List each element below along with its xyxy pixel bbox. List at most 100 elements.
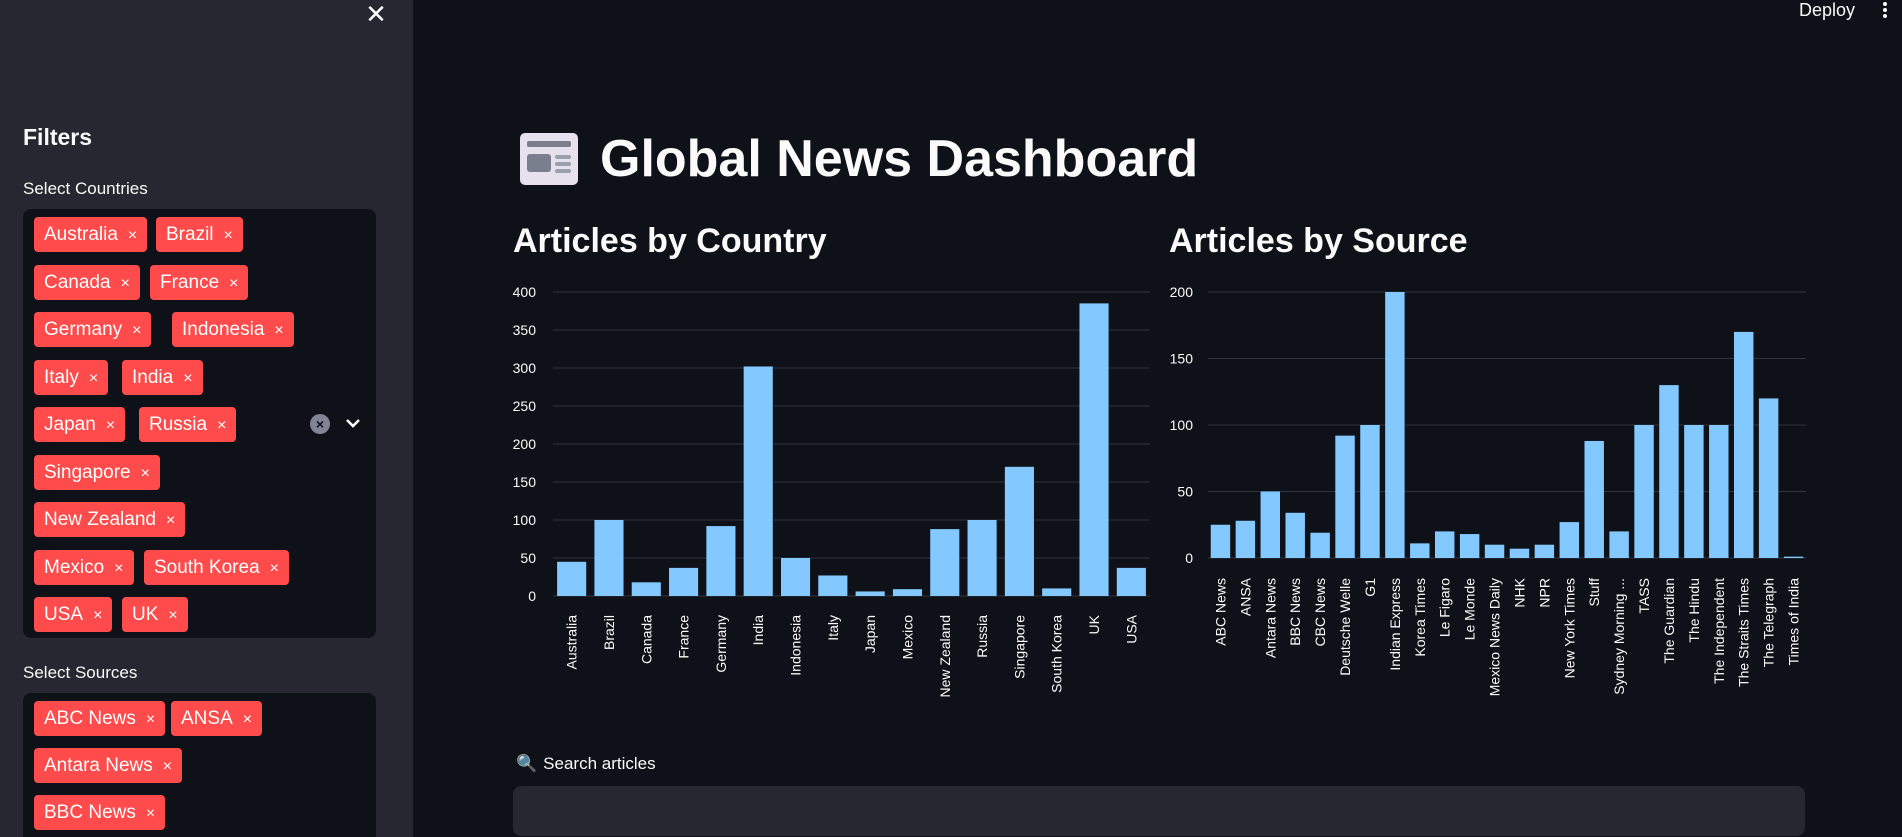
x-tick-label: Mexico News Daily <box>1487 578 1503 696</box>
bar <box>1042 588 1072 596</box>
remove-tag-icon[interactable]: × <box>93 607 103 624</box>
remove-tag-icon[interactable]: × <box>274 322 284 339</box>
tag-label: Germany <box>44 319 123 340</box>
bar <box>1609 531 1629 558</box>
selected-tag: Canada × <box>34 265 140 300</box>
x-tick-label: ABC News <box>1212 578 1228 646</box>
remove-tag-icon[interactable]: × <box>183 370 193 387</box>
newspaper-icon <box>520 133 578 185</box>
x-tick-label: Singapore <box>1011 615 1027 679</box>
x-tick-label: Canada <box>638 615 654 664</box>
remove-tag-icon[interactable]: × <box>165 512 176 529</box>
x-tick-label: New York Times <box>1561 578 1577 678</box>
remove-tag-icon[interactable]: × <box>88 370 99 387</box>
bar <box>1434 531 1455 558</box>
y-tick-label: 400 <box>513 284 537 300</box>
bar <box>1410 543 1430 558</box>
remove-tag-icon[interactable]: × <box>145 805 156 822</box>
remove-tag-icon[interactable]: × <box>162 758 173 775</box>
x-tick-label: The Independent <box>1711 578 1727 684</box>
tag-label: India <box>132 367 174 388</box>
x-tick-label: The Straits Times <box>1736 578 1752 687</box>
bar <box>1509 548 1530 558</box>
y-tick-label: 350 <box>513 322 537 338</box>
y-tick-label: 50 <box>1177 484 1193 500</box>
selected-tag: Indonesia × <box>172 312 294 347</box>
remove-tag-icon[interactable]: × <box>223 227 233 244</box>
x-tick-label: New Zealand <box>937 615 953 698</box>
sidebar-title: Filters <box>23 124 93 150</box>
tag-label: Australia <box>44 224 118 245</box>
selected-tag: ANSA × <box>171 701 263 736</box>
bar <box>780 558 811 596</box>
bar <box>855 591 885 596</box>
selected-tag: Antara News × <box>34 748 183 783</box>
selected-tag: Germany × <box>34 312 152 347</box>
selected-tag: ABC News × <box>34 701 166 736</box>
remove-tag-icon[interactable]: × <box>217 417 227 434</box>
remove-tag-icon[interactable]: × <box>168 607 178 624</box>
x-tick-label: Le Figaro <box>1437 578 1453 637</box>
selected-tag: Japan × <box>34 407 126 442</box>
bar <box>594 520 624 596</box>
tag-label: Canada <box>44 272 111 293</box>
x-tick-label: TASS <box>1636 578 1652 614</box>
selected-tag: India × <box>122 360 203 395</box>
x-tick-label: USA <box>1123 614 1139 643</box>
bar <box>1260 491 1281 558</box>
x-tick-label: Korea Times <box>1412 578 1428 657</box>
countries-multiselect[interactable]: × Australia × Brazil × Canada × France × Germany… <box>23 209 376 638</box>
y-tick-label: 150 <box>1170 351 1194 367</box>
remove-tag-icon[interactable]: × <box>105 417 116 434</box>
selected-tag: USA × <box>34 597 113 632</box>
chevron-down-icon[interactable] <box>341 411 365 435</box>
close-sidebar-icon[interactable]: ✕ <box>365 0 387 29</box>
bar <box>1079 303 1109 596</box>
tag-label: France <box>160 272 220 293</box>
remove-tag-icon[interactable]: × <box>132 322 142 339</box>
x-tick-label: Le Monde <box>1462 578 1478 640</box>
x-tick-label: Sydney Morning ... <box>1611 578 1627 695</box>
remove-tag-icon[interactable]: × <box>127 227 138 244</box>
page-title-text: Global News Dashboard <box>600 130 1199 188</box>
bar <box>669 567 699 596</box>
x-tick-label: South Korea <box>1049 615 1065 693</box>
bar <box>1783 556 1804 558</box>
x-tick-label: Mexico <box>899 615 915 660</box>
selected-tag: Brazil × <box>156 217 243 252</box>
y-tick-label: 250 <box>513 398 537 414</box>
main-menu-icon[interactable] <box>1880 0 1890 20</box>
remove-tag-icon[interactable]: × <box>242 711 253 728</box>
x-tick-label: Germany <box>713 615 729 673</box>
remove-tag-icon[interactable]: × <box>145 711 156 728</box>
tag-label: Antara News <box>44 755 153 776</box>
y-tick-label: 100 <box>1170 417 1194 433</box>
tag-label: Mexico <box>44 557 105 578</box>
y-tick-label: 0 <box>528 588 536 604</box>
clear-all-icon[interactable]: × <box>310 414 330 434</box>
deploy-button[interactable]: Deploy <box>1799 0 1856 20</box>
remove-tag-icon[interactable]: × <box>114 560 124 577</box>
selected-tag: South Korea × <box>144 550 289 585</box>
tag-label: UK <box>132 604 159 625</box>
x-tick-label: BBC News <box>1287 578 1303 646</box>
search-input[interactable] <box>513 786 1805 836</box>
tag-label: ABC News <box>44 708 136 729</box>
source-chart-title: Articles by Source <box>1169 222 1468 260</box>
x-tick-label: UK <box>1086 614 1102 634</box>
remove-tag-icon[interactable]: × <box>269 560 279 577</box>
x-tick-label: India <box>750 615 766 646</box>
remove-tag-icon[interactable]: × <box>140 465 150 482</box>
x-tick-label: Antara News <box>1262 578 1278 658</box>
bar <box>1004 466 1034 596</box>
bar <box>557 561 587 596</box>
bar <box>1116 567 1146 596</box>
bar <box>631 582 661 596</box>
x-tick-label: G1 <box>1362 578 1378 597</box>
remove-tag-icon[interactable]: × <box>229 275 239 292</box>
sidebar: ✕ Filters Select Countries × Australia × B… <box>0 0 413 837</box>
remove-tag-icon[interactable]: × <box>120 275 130 292</box>
sources-multiselect[interactable]: ABC News × ANSA × Antara News × BBC News × <box>23 693 376 837</box>
